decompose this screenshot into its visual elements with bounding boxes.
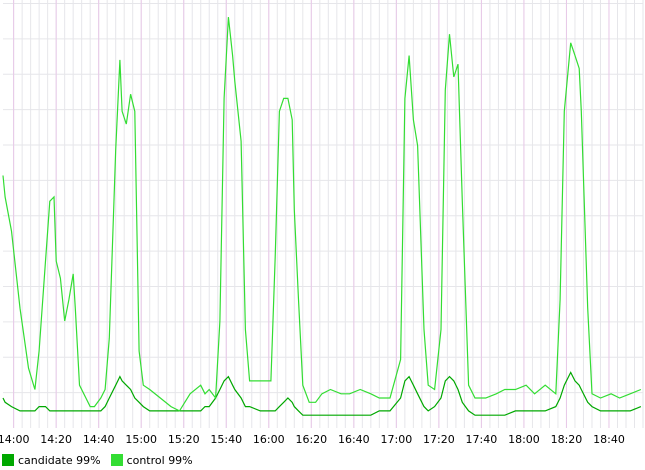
x-tick-label: 16:40	[338, 433, 370, 446]
legend-swatch	[2, 454, 14, 466]
x-tick-label: 17:40	[466, 433, 498, 446]
series-line	[2, 17, 642, 412]
legend-label: candidate 99%	[18, 453, 101, 467]
x-tick-label: 17:00	[381, 433, 413, 446]
x-tick-label: 18:20	[551, 433, 583, 446]
x-tick-label: 15:20	[168, 433, 200, 446]
legend-item: candidate 99%	[0, 454, 101, 467]
x-tick-label: 17:20	[423, 433, 455, 446]
x-tick-label: 15:00	[125, 433, 157, 446]
chart: 14:00 14:20 14:40 15:00 15:20 15:40 16:00 16:20…	[0, 0, 644, 446]
legend-label: control 99%	[126, 453, 193, 467]
legend: candidate 99% control 99%	[0, 452, 645, 468]
series-line	[2, 371, 642, 416]
x-tick-label: 16:20	[295, 433, 327, 446]
x-tick-label: 14:20	[40, 433, 72, 446]
x-tick-label: 16:00	[253, 433, 285, 446]
legend-item: control 99%	[109, 454, 193, 467]
x-tick-label: 14:00	[0, 433, 29, 446]
x-tick-label: 15:40	[210, 433, 242, 446]
x-tick-label: 14:40	[83, 433, 115, 446]
x-tick-label: 18:00	[508, 433, 540, 446]
x-tick-label: 18:40	[593, 433, 625, 446]
legend-swatch	[110, 454, 123, 466]
